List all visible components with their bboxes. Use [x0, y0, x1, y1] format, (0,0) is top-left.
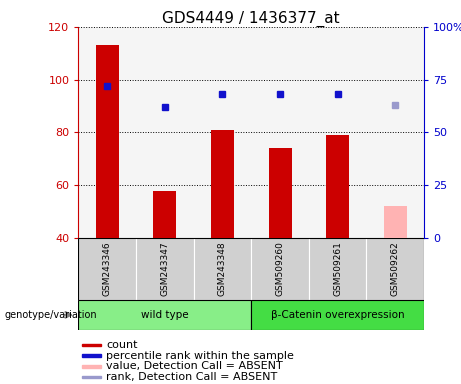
Text: percentile rank within the sample: percentile rank within the sample [106, 351, 294, 361]
Bar [251, 238, 309, 300]
Text: wild type: wild type [141, 310, 189, 320]
Text: GSM509260: GSM509260 [276, 241, 284, 296]
Bar [82, 354, 101, 357]
Bar [268, 148, 291, 238]
Bar [194, 238, 251, 300]
Text: GSM243346: GSM243346 [103, 241, 112, 296]
Bar [96, 45, 118, 238]
Bar [82, 376, 101, 378]
Bar [82, 344, 101, 346]
Text: GSM509262: GSM509262 [391, 241, 400, 296]
Bar [251, 300, 424, 330]
Bar [384, 207, 407, 238]
Bar [326, 135, 349, 238]
Bar [153, 190, 176, 238]
Text: genotype/variation: genotype/variation [5, 310, 97, 320]
Text: value, Detection Call = ABSENT: value, Detection Call = ABSENT [106, 361, 283, 371]
Bar [136, 238, 194, 300]
Text: β-Catenin overexpression: β-Catenin overexpression [271, 310, 404, 320]
Bar [211, 130, 234, 238]
Text: GSM243347: GSM243347 [160, 241, 169, 296]
Title: GDS4449 / 1436377_at: GDS4449 / 1436377_at [162, 11, 340, 27]
Text: GSM509261: GSM509261 [333, 241, 342, 296]
Bar [78, 238, 136, 300]
Text: count: count [106, 340, 137, 350]
Bar [82, 365, 101, 367]
Bar [309, 238, 366, 300]
Text: GSM243348: GSM243348 [218, 241, 227, 296]
Bar [78, 300, 251, 330]
Bar [366, 238, 424, 300]
Text: rank, Detection Call = ABSENT: rank, Detection Call = ABSENT [106, 372, 277, 382]
